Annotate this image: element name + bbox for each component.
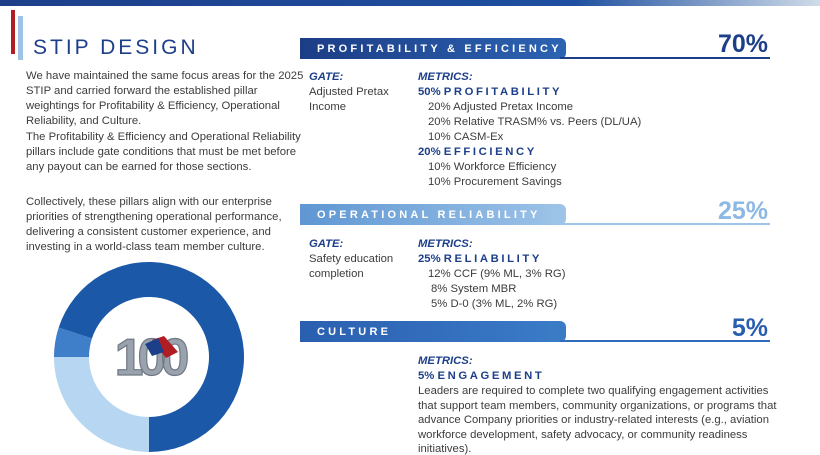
- metric-item: 12% CCF (9% ML, 3% RG): [428, 268, 566, 280]
- metrics-list: 5% ENGAGEMENT: [418, 369, 544, 384]
- gate-label: GATE:: [309, 238, 344, 250]
- metric-item: 8% System MBR: [431, 283, 517, 295]
- metric-group: 20% EFFICIENCY: [418, 146, 537, 158]
- metric-item: 20% Relative TRASM% vs. Peers (DL/UA): [428, 116, 642, 128]
- pillar-weight: 70%: [717, 30, 768, 58]
- pillar-divider: [560, 223, 770, 225]
- intro-paragraph-1: We have maintained the same focus areas …: [26, 70, 304, 127]
- gate-label: GATE:: [309, 71, 344, 83]
- metrics-label: METRICS:: [418, 355, 473, 367]
- title-accent-blue: [18, 16, 23, 60]
- metric-item: 10% CASM-Ex: [428, 131, 504, 143]
- weighting-donut-chart: 100: [54, 262, 244, 452]
- donut-segment: [54, 357, 149, 452]
- pillar-title: PROFITABILITY & EFFICIENCY: [317, 43, 562, 55]
- metric-item: 5% D-0 (3% ML, 2% RG): [431, 298, 558, 310]
- gate-text: Safety education completion: [309, 253, 394, 280]
- centennial-logo: 100: [114, 328, 194, 387]
- pillar-divider: [560, 57, 770, 59]
- metric-group: 5% ENGAGEMENT: [418, 370, 545, 382]
- pillar-title: CULTURE: [317, 326, 392, 338]
- pillar-banner-operational-reliability: OPERATIONAL RELIABILITY: [300, 204, 566, 225]
- pillar-divider: [560, 340, 770, 342]
- pillar-banner-culture: CULTURE: [300, 321, 566, 342]
- metric-item: 10% Procurement Savings: [428, 176, 562, 188]
- pillar-weight: 25%: [717, 197, 768, 225]
- pillar-title: OPERATIONAL RELIABILITY: [317, 209, 541, 221]
- metric-item: 10% Workforce Efficiency: [428, 161, 557, 173]
- pillar-banner-profitability: PROFITABILITY & EFFICIENCY: [300, 38, 566, 59]
- intro-paragraph-2: The Profitability & Efficiency and Opera…: [26, 131, 301, 173]
- logo-blue-wing: [145, 338, 164, 356]
- pillar-weight: 5%: [731, 314, 768, 342]
- metrics-list: 50% PROFITABILITY 20% Adjusted Pretax In…: [418, 85, 641, 190]
- metrics-label: METRICS:: [418, 71, 473, 83]
- metric-group: 25% RELIABILITY: [418, 253, 543, 265]
- metric-item: 20% Adjusted Pretax Income: [428, 101, 574, 113]
- donut-segment: [58, 262, 244, 452]
- page-title: STIP DESIGN: [33, 36, 199, 59]
- metrics-list: 25% RELIABILITY 12% CCF (9% ML, 3% RG) 8…: [418, 252, 565, 312]
- gate-text: Adjusted Pretax Income: [309, 86, 389, 113]
- donut-segment: [54, 327, 92, 357]
- metrics-label: METRICS:: [418, 238, 473, 250]
- logo-100-text: 100: [115, 329, 188, 387]
- metric-group: 50% PROFITABILITY: [418, 86, 563, 98]
- culture-description: Leaders are required to complete two qua…: [418, 385, 777, 455]
- top-accent-bar: [0, 0, 820, 6]
- intro-paragraph-3: Collectively, these pillars align with o…: [26, 196, 282, 253]
- title-accent-red: [11, 10, 15, 54]
